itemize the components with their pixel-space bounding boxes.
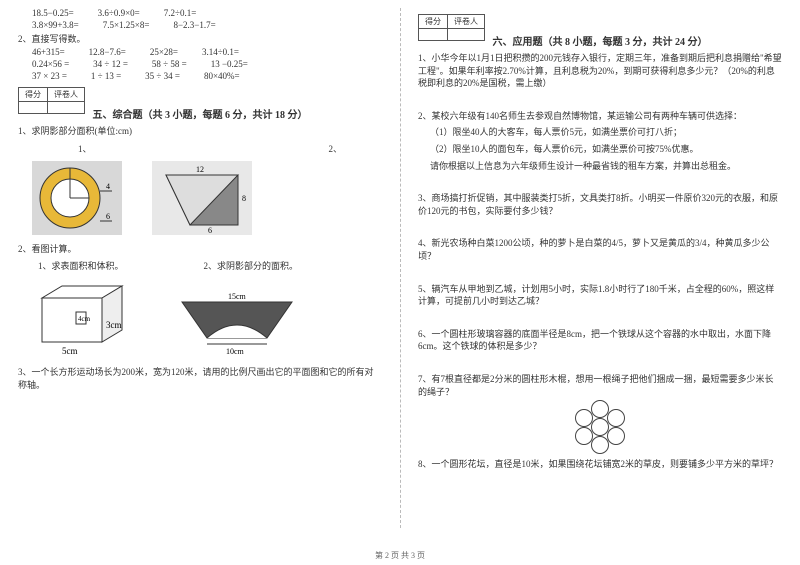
left-column: 18.5−0.25= 3.6÷0.9×0= 7.2÷0.1= 3.8×99+3.… xyxy=(0,0,400,540)
calc-row: 18.5−0.25= 3.6÷0.9×0= 7.2÷0.1= xyxy=(18,8,382,18)
sub-1: 1、 xyxy=(78,142,92,155)
label-10: 10cm xyxy=(226,347,245,356)
calc-cell: 34 ÷ 12 = xyxy=(93,59,128,69)
app-q1: 1、小华今年以1月1日把积攒的200元钱存入银行，定期三年，准备到期后把利息捐赠… xyxy=(418,52,782,90)
score-label: 得分 xyxy=(19,88,48,102)
calc-row: 46+315= 12.8−7.6= 25×28= 3.14÷0.1= xyxy=(18,47,382,57)
app-q2: 2、某校六年级有140名师生去参观自然博物馆，某运输公司有两种车辆可供选择： xyxy=(418,110,782,123)
app-q6: 6、一个圆柱形玻璃容器的底面半径是8cm，把一个铁球从这个容器的水中取出，水面下… xyxy=(418,328,782,353)
calc-cell: 1 ÷ 13 = xyxy=(91,71,121,81)
label-d: 4cm xyxy=(78,315,91,323)
calc-row: 37 × 23 = 1 ÷ 13 = 35 ÷ 34 = 80×40%= xyxy=(18,71,382,81)
score-blank xyxy=(19,102,48,114)
calc-block-a: 18.5−0.25= 3.6÷0.9×0= 7.2÷0.1= 3.8×99+3.… xyxy=(18,8,382,30)
calc-block-b: 46+315= 12.8−7.6= 25×28= 3.14÷0.1= 0.24×… xyxy=(18,47,382,81)
sub-2: 2、 xyxy=(328,142,342,155)
calc-cell: 35 ÷ 34 = xyxy=(145,71,180,81)
q2-title: 2、直接写得数。 xyxy=(18,32,382,45)
score-box: 得分 评卷人 xyxy=(18,87,85,114)
sub-2-1: 1、求表面积和体积。 xyxy=(38,259,124,272)
problem-2: 2、看图计算。 xyxy=(18,243,382,256)
label-w: 5cm xyxy=(62,346,78,356)
calc-cell: 25×28= xyxy=(150,47,178,57)
label-h: 3cm xyxy=(106,320,122,330)
score-box-r: 得分 评卷人 xyxy=(418,14,485,41)
cuboid-figure: 4cm 5cm 3cm xyxy=(32,278,142,358)
app-q3: 3、商场搞打折促销，其中服装类打5折，文具类打8折。小明买一件原价320元的衣服… xyxy=(418,192,782,217)
label-4: 4 xyxy=(106,182,110,191)
score-blank xyxy=(419,29,448,41)
app-q2b: （2）限坐10人的面包车，每人票价6元，如满坐票价可按75%优惠。 xyxy=(418,143,782,156)
calc-cell: 3.8×99+3.8= xyxy=(32,20,79,30)
reviewer-blank xyxy=(48,102,85,114)
right-column: 得分 评卷人 六、应用题（共 8 小题，每题 3 分，共计 24 分） 1、小华… xyxy=(400,0,800,540)
label-6: 6 xyxy=(106,212,110,221)
calc-cell: 7.5×1.25×8= xyxy=(103,20,150,30)
calc-cell: 46+315= xyxy=(32,47,65,57)
trapezoid-figure: 12 8 6 xyxy=(152,161,252,235)
calc-cell: 37 × 23 = xyxy=(32,71,67,81)
circle-pack-figure xyxy=(570,400,630,454)
page-footer: 第 2 页 共 3 页 xyxy=(0,550,800,561)
app-q4: 4、新光农场种白菜1200公顷，种的萝卜是白菜的4/5，萝卜又是黄瓜的3/4，种… xyxy=(418,237,782,262)
calc-cell: 3.14÷0.1= xyxy=(202,47,239,57)
calc-cell: 80×40%= xyxy=(204,71,240,81)
score-label: 得分 xyxy=(419,15,448,29)
label-6b: 6 xyxy=(208,226,212,235)
calc-cell: 18.5−0.25= xyxy=(32,8,74,18)
app-q5: 5、辆汽车从甲地到乙城，计划用5小时，实际1.8小时行了180千米，占全程的60… xyxy=(418,283,782,308)
calc-cell: 0.24×56 = xyxy=(32,59,69,69)
calc-row: 0.24×56 = 34 ÷ 12 = 58 ÷ 58 = 13 −0.25= xyxy=(18,59,382,69)
reviewer-label: 评卷人 xyxy=(48,88,85,102)
sub-2-2: 2、求阴影部分的面积。 xyxy=(204,259,299,272)
calc-cell: 7.2÷0.1= xyxy=(164,8,197,18)
problem-1: 1、求阴影部分面积(单位:cm) xyxy=(18,125,382,138)
reviewer-blank xyxy=(448,29,485,41)
calc-row: 3.8×99+3.8= 7.5×1.25×8= 8−2.3−1.7= xyxy=(18,20,382,30)
label-8: 8 xyxy=(242,194,246,203)
calc-cell: 58 ÷ 58 = xyxy=(152,59,187,69)
figure-row-1: 4 6 12 8 6 xyxy=(32,161,382,235)
column-divider xyxy=(400,8,401,528)
app-q2c: 请你根据以上信息为六年级师生设计一种最省钱的租车方案，并算出总租金。 xyxy=(418,160,782,173)
label-15: 15cm xyxy=(228,292,247,301)
label-12: 12 xyxy=(196,165,204,174)
problem-3: 3、一个长方形运动场长为200米，宽为120米，请用的比例尺画出它的平面图和它的… xyxy=(18,366,382,391)
calc-cell: 12.8−7.6= xyxy=(89,47,126,57)
calc-cell: 8−2.3−1.7= xyxy=(173,20,215,30)
calc-cell: 13 −0.25= xyxy=(211,59,248,69)
app-q2a: （1）限坐40人的大客车，每人票价5元，如满坐票价可打八折； xyxy=(418,126,782,139)
app-q7: 7、有7根直径都是2分米的圆柱形木棍，想用一根绳子把他们捆成一捆，最短需要多少米… xyxy=(418,373,782,398)
reviewer-label: 评卷人 xyxy=(448,15,485,29)
app-q8: 8、一个圆形花坛，直径是10米，如果围绕花坛铺宽2米的草皮，则要铺多少平方米的草… xyxy=(418,458,782,471)
arch-figure: 15cm 10cm xyxy=(172,288,302,358)
calc-cell: 3.6÷0.9×0= xyxy=(98,8,140,18)
figure-row-2: 4cm 5cm 3cm 15cm 10cm xyxy=(32,278,382,358)
ring-figure: 4 6 xyxy=(32,161,122,235)
